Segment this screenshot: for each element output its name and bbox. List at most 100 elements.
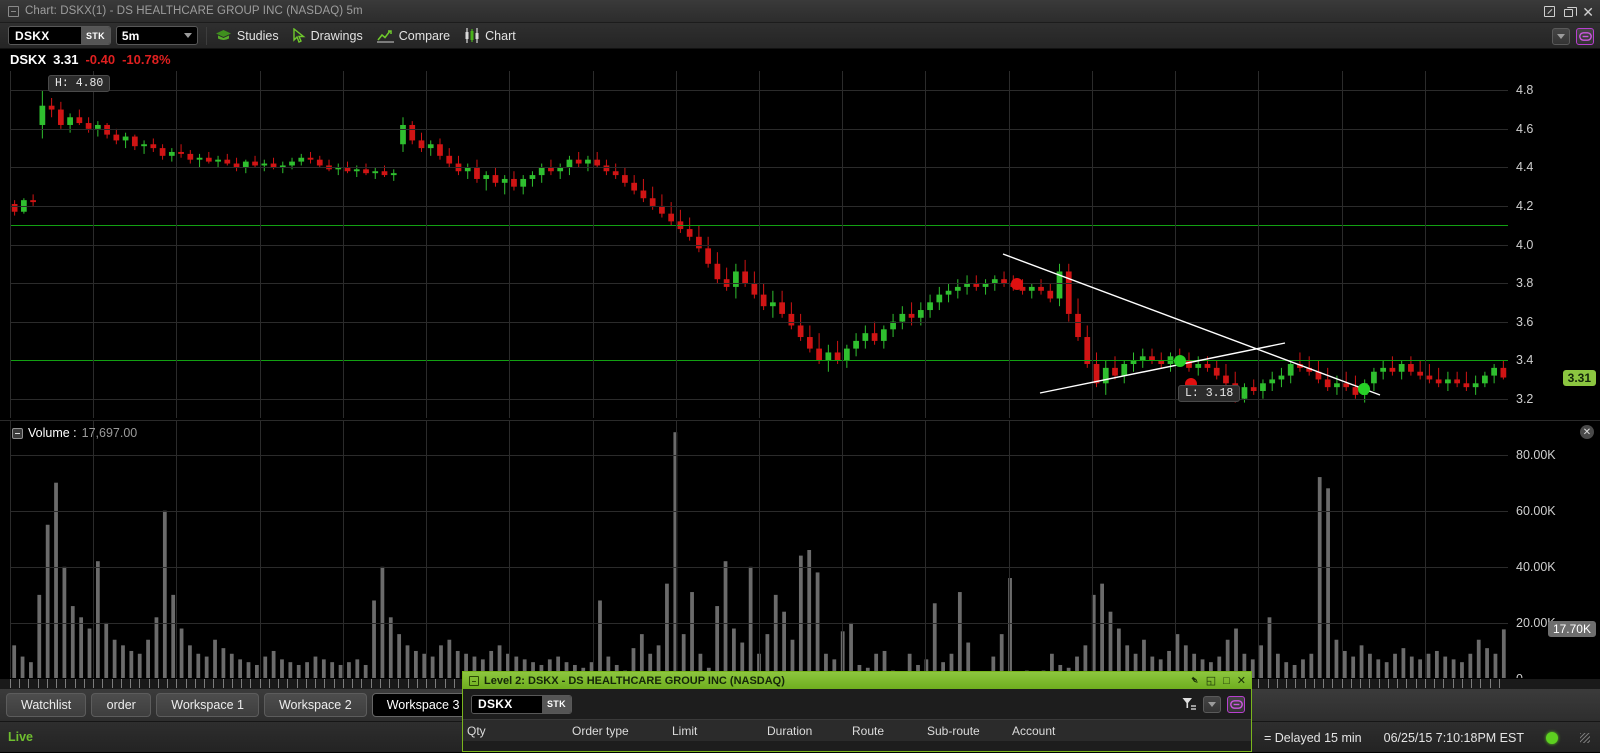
time-tick-mark (204, 679, 206, 688)
maximize-icon[interactable]: □ (1223, 674, 1230, 687)
symbol-box[interactable]: DSKX STK (8, 26, 111, 45)
vertical-gridline (93, 421, 95, 678)
pin-icon[interactable]: ✒ (1186, 673, 1202, 689)
workspace-tab-order[interactable]: order (91, 693, 152, 717)
resize-grip-icon[interactable] (1580, 732, 1590, 743)
time-tick-mark (278, 679, 280, 688)
time-tick-mark (194, 679, 196, 688)
time-tick-mark (1341, 679, 1343, 688)
level2-column-header[interactable]: Limit (672, 723, 698, 738)
time-tick-mark (1489, 679, 1491, 688)
volume-value: 17,697.00 (81, 426, 138, 440)
workspace-tab-workspace-3[interactable]: Workspace 3 (371, 693, 475, 717)
popout-icon[interactable] (1544, 6, 1556, 17)
time-tick-mark (56, 679, 58, 688)
time-tick-mark (1443, 679, 1445, 688)
collapse-icon[interactable] (8, 5, 19, 17)
connection-indicator-icon (1546, 731, 1558, 744)
time-tick-mark (10, 679, 11, 688)
timeframe-select[interactable]: 5m (115, 26, 198, 45)
level2-column-header[interactable]: Order type (572, 723, 629, 738)
price-axis: 4.8 4.6 4.4 4.2 4.0 3.8 3.6 3.4 3.2 3.31 (1508, 71, 1600, 418)
time-tick-mark (250, 679, 252, 688)
volume-pane[interactable]: Volume : 17,697.00 ✕ 80.00K 60.00K 40.00K 2… (0, 420, 1600, 686)
vertical-gridline (10, 71, 11, 418)
level2-column-header[interactable]: Qty (467, 723, 486, 738)
volume-plot[interactable] (10, 421, 1508, 678)
time-tick-mark (1276, 679, 1278, 688)
workspace-tab-workspace-1[interactable]: Workspace 1 (156, 693, 259, 717)
time-tick-mark (324, 679, 326, 688)
level2-column-header[interactable]: Sub-route (927, 723, 980, 738)
chart-type-button[interactable]: Chart (464, 28, 516, 43)
vertical-gridline (259, 421, 261, 678)
level2-toolbar: DSKX STK (463, 689, 1251, 719)
link-button[interactable] (1576, 27, 1594, 45)
chart-area[interactable]: H: 4.80 L: 3.18 4.8 4.6 4.4 4.2 4.0 3.8 3.6 3.4 3… (0, 71, 1600, 749)
close-icon[interactable]: ✕ (1236, 675, 1246, 687)
time-tick-mark (1480, 679, 1482, 688)
restore-icon[interactable] (1564, 6, 1578, 17)
price-tick: 3.6 (1516, 314, 1534, 329)
level2-titlebar: Level 2: DSKX - DS HEALTHCARE GROUP INC … (463, 672, 1251, 689)
level2-window-controls: ✒ ◱ □ ✕ (1186, 672, 1246, 689)
vertical-gridline (509, 421, 511, 678)
symbol-input[interactable]: DSKX (9, 27, 81, 44)
popout-icon[interactable]: ◱ (1205, 675, 1217, 687)
time-tick-mark (453, 679, 455, 688)
toolbar-right-controls (1552, 23, 1594, 49)
workspace-tab-watchlist[interactable]: Watchlist (6, 693, 87, 717)
workspace-tab-workspace-2[interactable]: Workspace 2 (263, 693, 367, 717)
vertical-gridline (675, 421, 677, 678)
time-tick-mark (139, 679, 141, 688)
time-tick-mark (1360, 679, 1362, 688)
vertical-gridline (10, 421, 11, 678)
level2-symbol-input[interactable]: DSKX (472, 695, 542, 713)
level2-link-button[interactable] (1227, 695, 1245, 713)
level2-column-header[interactable]: Duration (767, 723, 813, 738)
high-marker-label: H: 4.80 (48, 75, 111, 92)
vertical-gridline (176, 421, 178, 678)
time-tick-mark (1378, 679, 1380, 688)
time-tick-mark (65, 679, 67, 688)
time-tick-mark (342, 679, 344, 688)
vertical-gridline (426, 71, 428, 418)
filter-icon[interactable] (1182, 697, 1197, 711)
price-tick: 3.8 (1516, 276, 1534, 291)
drawings-button[interactable]: Drawings (292, 28, 363, 43)
level2-dropdown-button[interactable] (1203, 695, 1221, 713)
time-tick-mark (416, 679, 418, 688)
close-icon[interactable]: ✕ (1582, 3, 1594, 20)
time-tick-mark (1471, 679, 1472, 688)
vertical-gridline (176, 71, 178, 418)
time-tick-mark (361, 679, 363, 688)
level2-window[interactable]: Level 2: DSKX - DS HEALTHCARE GROUP INC … (462, 671, 1252, 752)
collapse-icon[interactable] (469, 675, 479, 686)
level2-security-tag: STK (542, 695, 571, 713)
level2-column-header[interactable]: Route (852, 723, 885, 738)
vertical-gridline (1424, 71, 1426, 418)
price-plot[interactable]: H: 4.80 L: 3.18 (10, 71, 1508, 418)
price-tick: 4.6 (1516, 121, 1534, 136)
time-tick-mark (268, 679, 270, 688)
volume-header: Volume : 17,697.00 (12, 426, 137, 440)
time-tick-mark (1434, 679, 1436, 688)
level2-column-header[interactable]: Account (1012, 723, 1056, 738)
volume-tick: 80.00K (1516, 447, 1556, 462)
collapse-icon[interactable] (12, 427, 23, 439)
time-tick-mark (46, 679, 48, 688)
volume-tick: 60.00K (1516, 503, 1556, 518)
time-tick-mark (1415, 679, 1417, 688)
volume-close-icon[interactable]: ✕ (1580, 425, 1594, 439)
compare-button[interactable]: Compare (376, 29, 450, 43)
time-tick-mark (407, 679, 409, 688)
time-tick-mark (1397, 679, 1399, 688)
link-icon (1229, 699, 1243, 709)
studies-button[interactable]: Studies (215, 29, 279, 43)
time-tick-mark (305, 679, 307, 688)
toolbar-dropdown-button[interactable] (1552, 27, 1570, 45)
time-tick-mark (1304, 679, 1306, 688)
price-pane[interactable]: H: 4.80 L: 3.18 4.8 4.6 4.4 4.2 4.0 3.8 3.6 3.4 3… (0, 71, 1600, 418)
level2-symbol-box[interactable]: DSKX STK (471, 694, 572, 714)
drawing-overlay (1002, 253, 1381, 396)
